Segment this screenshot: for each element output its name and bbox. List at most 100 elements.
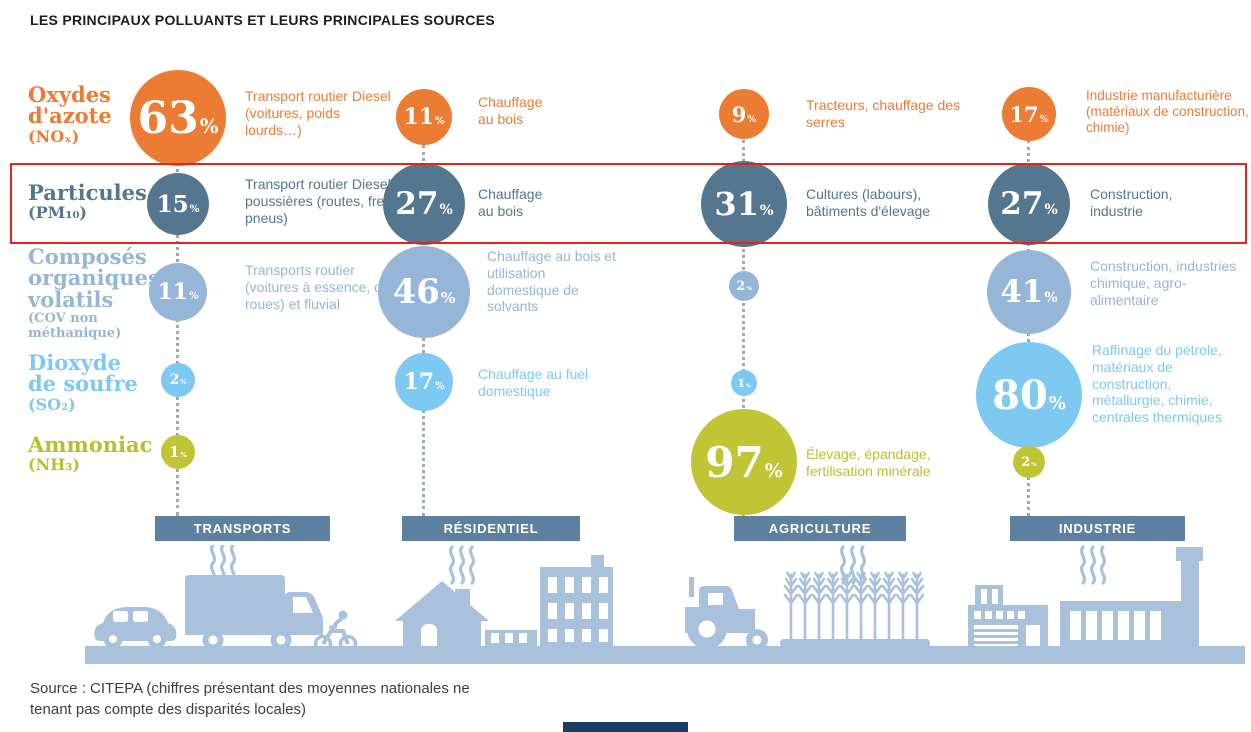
- bottom-bar: [563, 722, 688, 732]
- desc-cov-industrie: Construction, industries chimique, agro-…: [1090, 258, 1237, 308]
- percent-sign: %: [1039, 113, 1049, 125]
- desc-so2-residentiel: Chauffage au fuel domestique: [478, 366, 589, 399]
- value: 27: [395, 186, 439, 222]
- value: 2: [169, 372, 180, 388]
- percent-sign: %: [1044, 290, 1058, 306]
- sector-label-transports: TRANSPORTS: [155, 516, 330, 541]
- desc-nox-transports: Transport routier Diesel (voitures, poid…: [245, 88, 391, 138]
- dotted-line-agriculture: [742, 140, 745, 516]
- truck-icon: [185, 575, 323, 651]
- circle-so2-transports: 2%: [161, 363, 195, 397]
- value: 80: [992, 371, 1048, 419]
- circle-nh3-transports: 1%: [161, 435, 195, 469]
- percent-sign: %: [435, 116, 445, 127]
- percent-sign: %: [747, 113, 757, 125]
- percent-sign: %: [199, 113, 219, 138]
- source-note: Source : CITEPA (chiffres présentant des…: [30, 680, 470, 718]
- value: 1: [169, 443, 180, 461]
- pollutant-label-so2: Dioxyde de soufre (SO₂): [28, 352, 143, 413]
- value: 15: [156, 190, 189, 218]
- pollutant-label-nox: Oxydes d'azote (NOₓ): [28, 84, 146, 145]
- smoke-icon: [1079, 545, 1107, 585]
- value: 2: [1021, 454, 1031, 470]
- circle-nox-agriculture: 9%: [719, 89, 769, 139]
- smoke-icon: [448, 545, 476, 585]
- wheat-icon: [780, 571, 930, 648]
- value: 63: [137, 92, 199, 144]
- formula-pm10: (PM₁₀): [28, 203, 87, 223]
- value: 11: [157, 279, 189, 305]
- percent-sign: %: [180, 451, 187, 459]
- small-factory-icon: [968, 585, 1048, 646]
- desc-pm10-transports: Transport routier Diesel et poussières (…: [245, 176, 407, 226]
- circle-so2-residentiel: 17%: [395, 353, 453, 411]
- annex-icon: [485, 630, 537, 646]
- percent-sign: %: [439, 202, 453, 218]
- car-icon: [94, 607, 177, 649]
- percent-sign: %: [180, 379, 187, 386]
- motorcycle-icon: [313, 610, 358, 654]
- value: 17: [403, 369, 435, 395]
- circle-pm10-residentiel: 27%: [383, 163, 465, 245]
- value: 2: [736, 278, 746, 294]
- circle-nox-industrie: 17%: [1002, 87, 1056, 141]
- desc-pm10-agriculture: Cultures (labours), bâtiments d'élevage: [806, 186, 931, 219]
- formula-cov: (COV non méthanique): [28, 311, 122, 341]
- circle-pm10-transports: 15%: [147, 173, 209, 235]
- circle-cov-agriculture: 2%: [729, 271, 759, 301]
- desc-nh3-agriculture: Élevage, épandage, fertilisation minéral…: [806, 446, 931, 479]
- pollutant-label-nh3: Ammoniac (NH₃): [28, 434, 158, 474]
- circle-pm10-industrie: 27%: [988, 163, 1070, 245]
- value: 31: [714, 185, 759, 223]
- value: 27: [1000, 186, 1044, 222]
- percent-sign: %: [764, 459, 783, 482]
- sector-illustrations: [85, 545, 1245, 664]
- big-factory-icon: [1060, 547, 1203, 646]
- circle-nh3-industrie: 2%: [1013, 446, 1045, 478]
- sector-label-industrie: INDUSTRIE: [1010, 516, 1185, 541]
- circle-nh3-agriculture: 97%: [691, 409, 797, 515]
- desc-pm10-industrie: Construction, industrie: [1090, 186, 1173, 219]
- desc-pm10-residentiel: Chauffage au bois: [478, 186, 543, 219]
- circle-pm10-agriculture: 31%: [701, 161, 787, 247]
- percent-sign: %: [435, 381, 445, 392]
- pollutant-label-cov: Composés organiques volatils (COV non mé…: [28, 244, 160, 341]
- percent-sign: %: [759, 202, 774, 219]
- circle-cov-transports: 11%: [149, 263, 207, 321]
- percent-sign: %: [1031, 461, 1037, 468]
- sector-label-agriculture: AGRICULTURE: [734, 516, 906, 541]
- page-title: LES PRINCIPAUX POLLUANTS ET LEURS PRINCI…: [30, 12, 495, 28]
- house-icon: [395, 581, 489, 646]
- value: 97: [705, 437, 764, 487]
- formula-nh3: (NH₃): [28, 455, 80, 475]
- desc-nox-industrie: Industrie manufacturière (matériaux de c…: [1086, 88, 1249, 136]
- value: 1: [737, 376, 745, 390]
- percent-sign: %: [189, 202, 200, 215]
- circle-so2-agriculture: 1%: [731, 370, 757, 396]
- circle-cov-residentiel: 46%: [378, 246, 470, 338]
- value: 11: [403, 104, 435, 130]
- pollutant-label-pm10: Particules (PM₁₀): [28, 182, 158, 222]
- building-icon: [540, 555, 613, 646]
- circle-nox-residentiel: 11%: [396, 89, 452, 145]
- percent-sign: %: [1048, 392, 1066, 414]
- percent-sign: %: [746, 285, 752, 292]
- circle-cov-industrie: 41%: [987, 250, 1071, 334]
- desc-so2-industrie: Raffinage du pétrole, matériaux de const…: [1092, 342, 1222, 426]
- percent-sign: %: [440, 289, 456, 307]
- value: 41: [1000, 274, 1044, 310]
- desc-nox-residentiel: Chauffage au bois: [478, 94, 543, 127]
- ground-strip: [85, 646, 1245, 664]
- desc-nox-agriculture: Tracteurs, chauffage des serres: [806, 97, 961, 130]
- desc-cov-residentiel: Chauffage au bois et utilisation domesti…: [487, 248, 616, 315]
- percent-sign: %: [1044, 202, 1058, 218]
- desc-cov-transports: Transports routier (voitures à essence, …: [245, 262, 410, 312]
- circle-so2-industrie: 80%: [976, 342, 1082, 448]
- sector-label-residentiel: RÉSIDENTIEL: [402, 516, 580, 541]
- value: 17: [1009, 101, 1039, 127]
- formula-nox: (NOₓ): [28, 126, 80, 146]
- value: 9: [731, 101, 747, 127]
- percent-sign: %: [189, 291, 199, 302]
- formula-so2: (SO₂): [28, 394, 76, 414]
